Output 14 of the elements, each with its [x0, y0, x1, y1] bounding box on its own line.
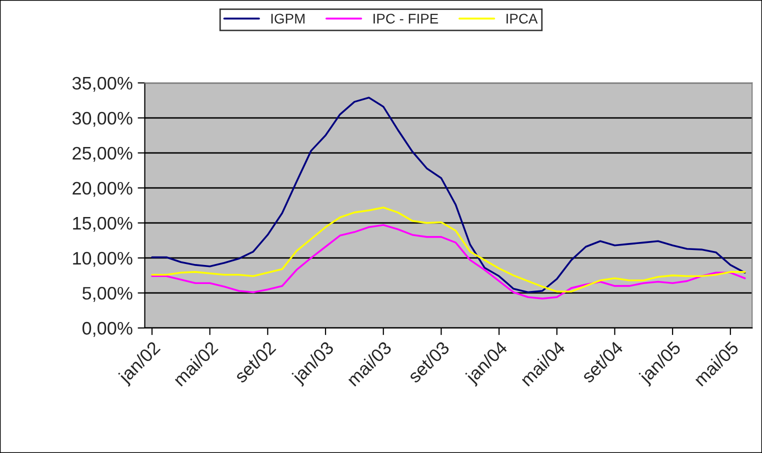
- legend-label: IPC - FIPE: [374, 14, 438, 24]
- line-series: [151, 224, 746, 300]
- legend-label: IPCA: [506, 14, 538, 24]
- line-series: [151, 206, 746, 292]
- y-tick-label: 15,00%: [73, 216, 132, 232]
- y-tick-label: 35,00%: [72, 76, 132, 92]
- legend-label: IGPM: [271, 14, 304, 24]
- line-series: [151, 96, 746, 294]
- y-tick-label: 0,00%: [82, 322, 132, 337]
- y-tick-label: 10,00%: [73, 252, 132, 267]
- y-tick-label: 30,00%: [72, 112, 132, 127]
- y-tick-label: 25,00%: [72, 146, 132, 162]
- y-tick-label: 20,00%: [72, 182, 132, 197]
- y-tick-label: 5,00%: [82, 286, 132, 302]
